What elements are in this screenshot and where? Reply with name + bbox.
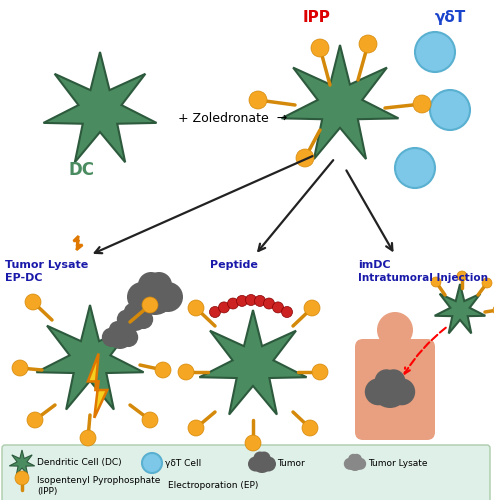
Circle shape: [218, 302, 230, 313]
Circle shape: [249, 91, 267, 109]
Circle shape: [134, 310, 153, 329]
Polygon shape: [200, 310, 307, 414]
Circle shape: [415, 32, 455, 72]
Text: Tumor Lysate: Tumor Lysate: [5, 260, 88, 270]
Text: γδT: γδT: [435, 10, 466, 25]
Circle shape: [228, 298, 239, 309]
Circle shape: [351, 454, 362, 464]
Text: γδT Cell: γδT Cell: [165, 458, 201, 468]
Circle shape: [135, 275, 175, 315]
Circle shape: [482, 278, 492, 288]
Polygon shape: [9, 450, 35, 474]
Circle shape: [296, 149, 314, 167]
Circle shape: [245, 435, 261, 451]
Circle shape: [253, 452, 266, 464]
Circle shape: [117, 310, 136, 329]
Polygon shape: [74, 236, 82, 250]
Circle shape: [237, 296, 247, 306]
Circle shape: [122, 305, 148, 331]
Text: IPP: IPP: [303, 10, 331, 25]
Circle shape: [254, 296, 265, 306]
Circle shape: [155, 362, 171, 378]
Circle shape: [209, 306, 220, 318]
Circle shape: [375, 370, 398, 392]
Circle shape: [311, 39, 329, 57]
Circle shape: [263, 298, 275, 309]
Circle shape: [493, 305, 494, 315]
Circle shape: [347, 455, 363, 471]
Text: Tumor Lysate: Tumor Lysate: [368, 458, 427, 468]
Circle shape: [312, 364, 328, 380]
Text: Peptide: Peptide: [210, 260, 258, 270]
Circle shape: [153, 282, 183, 312]
Circle shape: [142, 453, 162, 473]
Circle shape: [114, 321, 131, 338]
Circle shape: [138, 272, 164, 298]
Polygon shape: [43, 52, 157, 162]
Circle shape: [102, 328, 122, 347]
Circle shape: [372, 372, 408, 408]
Circle shape: [248, 456, 263, 471]
Circle shape: [388, 378, 415, 406]
Circle shape: [359, 35, 377, 53]
Text: Intratumoral Injection: Intratumoral Injection: [358, 273, 488, 283]
Circle shape: [413, 95, 431, 113]
Text: imDC: imDC: [358, 260, 391, 270]
Circle shape: [119, 328, 138, 347]
Circle shape: [25, 294, 41, 310]
Circle shape: [107, 323, 133, 349]
Circle shape: [354, 458, 366, 470]
Circle shape: [142, 297, 158, 313]
Circle shape: [395, 148, 435, 188]
Circle shape: [430, 90, 470, 130]
Circle shape: [431, 277, 441, 287]
Polygon shape: [282, 45, 399, 159]
Circle shape: [302, 420, 318, 436]
Circle shape: [127, 282, 157, 312]
Polygon shape: [37, 305, 144, 410]
Circle shape: [188, 420, 204, 436]
Text: Isopentenyl Pyrophosphate
(IPP): Isopentenyl Pyrophosphate (IPP): [37, 476, 161, 496]
Circle shape: [12, 360, 28, 376]
Text: Tumor: Tumor: [277, 458, 305, 468]
Circle shape: [365, 378, 392, 406]
Circle shape: [348, 454, 359, 464]
Text: + Zoledronate  →: + Zoledronate →: [178, 112, 287, 124]
Polygon shape: [435, 284, 485, 334]
Circle shape: [246, 294, 256, 306]
FancyBboxPatch shape: [2, 445, 490, 500]
Circle shape: [188, 300, 204, 316]
Circle shape: [27, 412, 43, 428]
Circle shape: [273, 302, 284, 313]
Circle shape: [142, 412, 158, 428]
Text: Dendritic Cell (DC): Dendritic Cell (DC): [37, 458, 122, 468]
Circle shape: [109, 321, 126, 338]
Circle shape: [344, 458, 356, 470]
Circle shape: [129, 303, 146, 320]
Circle shape: [124, 303, 141, 320]
Circle shape: [304, 300, 320, 316]
Circle shape: [282, 306, 292, 318]
Text: DC: DC: [68, 161, 94, 179]
Polygon shape: [88, 354, 107, 418]
Circle shape: [257, 452, 271, 464]
Circle shape: [457, 271, 467, 281]
Circle shape: [382, 370, 405, 392]
Circle shape: [377, 312, 413, 348]
Circle shape: [252, 453, 272, 473]
FancyBboxPatch shape: [355, 339, 435, 440]
Circle shape: [80, 430, 96, 446]
Circle shape: [261, 456, 276, 471]
Circle shape: [146, 272, 172, 298]
Circle shape: [178, 364, 194, 380]
Text: Electroporation (EP): Electroporation (EP): [168, 482, 258, 490]
Text: EP-DC: EP-DC: [5, 273, 42, 283]
Circle shape: [15, 471, 29, 485]
